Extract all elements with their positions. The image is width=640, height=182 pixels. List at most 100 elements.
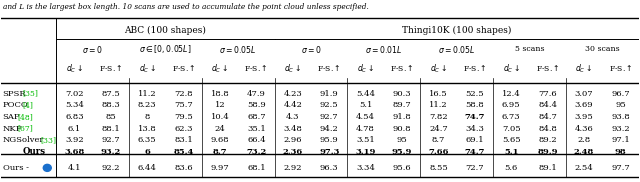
Text: 66.4: 66.4 <box>247 136 266 144</box>
Text: 72.7: 72.7 <box>465 164 484 172</box>
Text: [48]: [48] <box>18 113 33 121</box>
Text: 24.7: 24.7 <box>429 125 448 133</box>
Text: 79.5: 79.5 <box>174 113 193 121</box>
Text: 72.8: 72.8 <box>174 90 193 98</box>
Text: 85.4: 85.4 <box>173 148 194 156</box>
Text: 89.7: 89.7 <box>392 101 412 109</box>
Text: 9.97: 9.97 <box>211 164 229 172</box>
Text: Ours -: Ours - <box>3 164 29 172</box>
Text: 73.2: 73.2 <box>246 148 266 156</box>
Text: 8.7: 8.7 <box>212 148 227 156</box>
Text: 4.23: 4.23 <box>284 90 302 98</box>
Text: 77.6: 77.6 <box>538 90 557 98</box>
Text: 7.02: 7.02 <box>65 90 84 98</box>
Text: $d_C\downarrow$: $d_C\downarrow$ <box>575 62 593 75</box>
Text: 83.1: 83.1 <box>174 136 193 144</box>
Text: $\sigma = 0.01L$: $\sigma = 0.01L$ <box>365 44 403 55</box>
Text: 2.48: 2.48 <box>574 148 594 156</box>
Text: 5.34: 5.34 <box>65 101 84 109</box>
Text: 6.95: 6.95 <box>502 101 520 109</box>
Text: 52.5: 52.5 <box>465 90 484 98</box>
Text: $d_C\downarrow$: $d_C\downarrow$ <box>284 62 301 75</box>
Text: 90.8: 90.8 <box>393 125 412 133</box>
Text: 2.96: 2.96 <box>284 136 302 144</box>
Text: $d_C\downarrow$: $d_C\downarrow$ <box>357 62 374 75</box>
Text: 92.5: 92.5 <box>320 101 339 109</box>
Text: [33]: [33] <box>41 136 57 144</box>
Text: 92.7: 92.7 <box>102 136 120 144</box>
Text: 84.4: 84.4 <box>538 101 557 109</box>
Text: F-S.$\uparrow$: F-S.$\uparrow$ <box>99 63 123 73</box>
Text: 90.3: 90.3 <box>393 90 412 98</box>
Text: 35.1: 35.1 <box>247 125 266 133</box>
Text: $d_C\downarrow$: $d_C\downarrow$ <box>66 62 83 75</box>
Text: 91.9: 91.9 <box>320 90 339 98</box>
Text: 8: 8 <box>145 113 150 121</box>
Text: $d_C\downarrow$: $d_C\downarrow$ <box>139 62 156 75</box>
Text: 2.92: 2.92 <box>284 164 302 172</box>
Text: $\sigma = 0.05L$: $\sigma = 0.05L$ <box>438 44 476 55</box>
Text: 5.1: 5.1 <box>504 148 518 156</box>
Text: F-S.$\uparrow$: F-S.$\uparrow$ <box>463 63 486 73</box>
Text: $\sigma = 0.05L$: $\sigma = 0.05L$ <box>220 44 257 55</box>
Text: 11.2: 11.2 <box>138 90 157 98</box>
Text: 88.1: 88.1 <box>101 125 120 133</box>
Text: ABC (100 shapes): ABC (100 shapes) <box>124 25 206 35</box>
Text: 3.07: 3.07 <box>575 90 593 98</box>
Text: 5.6: 5.6 <box>504 164 518 172</box>
Text: 93.8: 93.8 <box>611 113 630 121</box>
Text: 3.51: 3.51 <box>356 136 375 144</box>
Text: 10.4: 10.4 <box>211 113 229 121</box>
Text: $\sigma = 0$: $\sigma = 0$ <box>82 44 103 55</box>
Text: 95: 95 <box>615 101 626 109</box>
Text: 3.34: 3.34 <box>356 164 375 172</box>
Text: 95: 95 <box>397 136 408 144</box>
Text: 6.83: 6.83 <box>65 113 84 121</box>
Text: 93.2: 93.2 <box>100 148 121 156</box>
Text: Thingi10K (100 shapes): Thingi10K (100 shapes) <box>402 25 511 35</box>
Text: 68.1: 68.1 <box>247 164 266 172</box>
Text: SAP: SAP <box>3 113 20 121</box>
Text: [67]: [67] <box>18 125 33 133</box>
Text: 3.48: 3.48 <box>284 125 302 133</box>
Text: 3.19: 3.19 <box>355 148 376 156</box>
Text: 9.68: 9.68 <box>211 136 229 144</box>
Ellipse shape <box>44 164 51 171</box>
Text: 7.05: 7.05 <box>502 125 520 133</box>
Text: 2.8: 2.8 <box>577 136 591 144</box>
Text: 6.73: 6.73 <box>502 113 520 121</box>
Text: 12.4: 12.4 <box>502 90 520 98</box>
Text: 8.55: 8.55 <box>429 164 448 172</box>
Text: 16.5: 16.5 <box>429 90 448 98</box>
Text: 4.42: 4.42 <box>284 101 302 109</box>
Text: and L is the largest box length. 10 scans are used to accumulate the point cloud: and L is the largest box length. 10 scan… <box>3 3 369 11</box>
Text: 6: 6 <box>144 148 150 156</box>
Text: NKF: NKF <box>3 125 22 133</box>
Text: 6.35: 6.35 <box>138 136 157 144</box>
Text: 88.3: 88.3 <box>101 101 120 109</box>
Text: ✓: ✓ <box>45 165 49 171</box>
Text: 91.8: 91.8 <box>392 113 412 121</box>
Text: 5.1: 5.1 <box>359 101 372 109</box>
Text: 11.2: 11.2 <box>429 101 448 109</box>
Text: 8.23: 8.23 <box>138 101 157 109</box>
Text: 87.5: 87.5 <box>101 90 120 98</box>
Text: 95.6: 95.6 <box>393 164 412 172</box>
Text: 75.7: 75.7 <box>174 101 193 109</box>
Text: 3.95: 3.95 <box>575 113 593 121</box>
Text: 34.3: 34.3 <box>465 125 484 133</box>
Text: 95.9: 95.9 <box>392 148 412 156</box>
Text: 68.7: 68.7 <box>247 113 266 121</box>
Text: 58.9: 58.9 <box>247 101 266 109</box>
Text: 7.82: 7.82 <box>429 113 448 121</box>
Text: F-S.$\uparrow$: F-S.$\uparrow$ <box>317 63 341 73</box>
Text: 94.2: 94.2 <box>320 125 339 133</box>
Text: 89.1: 89.1 <box>538 164 557 172</box>
Text: 13.8: 13.8 <box>138 125 157 133</box>
Text: F-S.$\uparrow$: F-S.$\uparrow$ <box>390 63 414 73</box>
Text: 97.1: 97.1 <box>611 136 630 144</box>
Text: 3.68: 3.68 <box>64 148 84 156</box>
Text: [35]: [35] <box>22 90 38 98</box>
Text: 5 scans: 5 scans <box>515 45 544 53</box>
Text: 97.7: 97.7 <box>611 164 630 172</box>
